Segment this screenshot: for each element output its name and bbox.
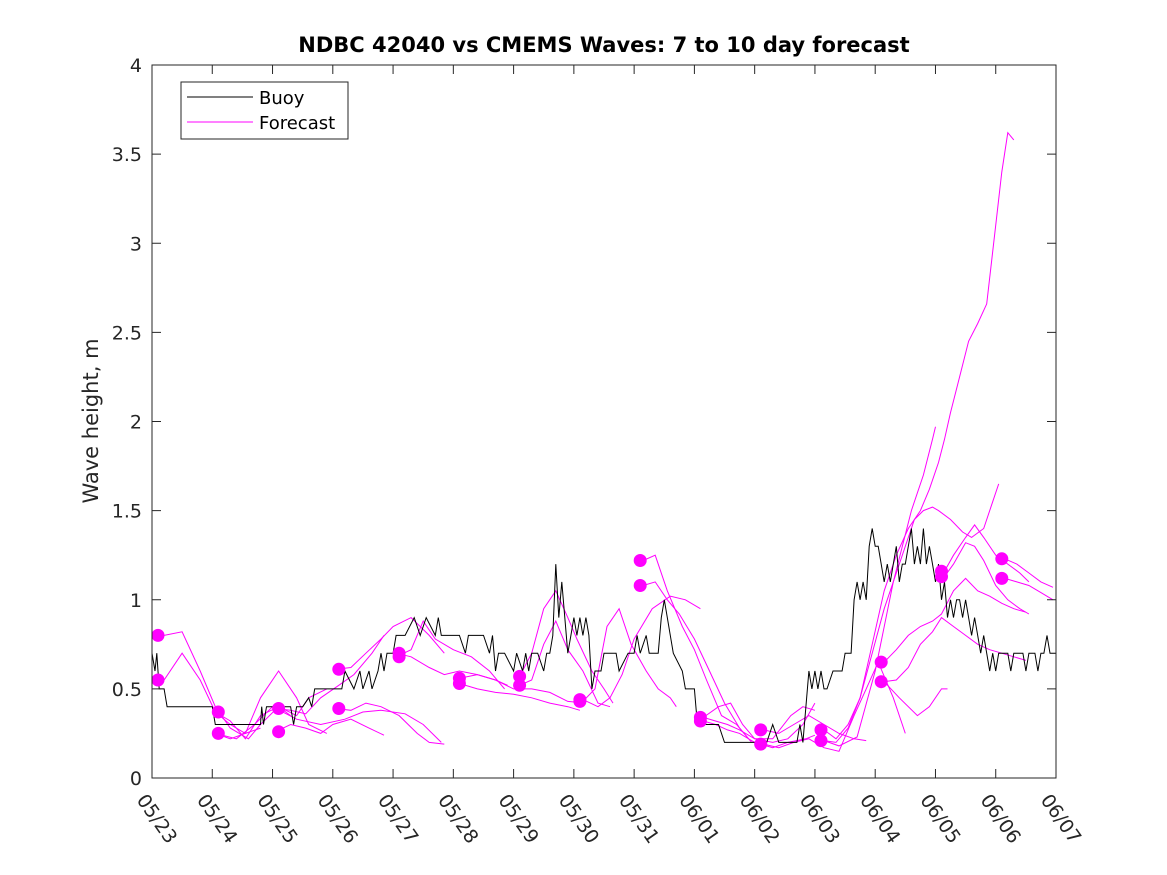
forecast-line-14 xyxy=(519,589,614,704)
legend-forecast-label: Forecast xyxy=(259,113,335,134)
plot-area xyxy=(152,65,1056,778)
forecast-line-32 xyxy=(823,426,936,747)
forecast-marker-22 xyxy=(754,737,768,751)
forecast-line-1 xyxy=(152,652,261,734)
marker-layer xyxy=(151,552,1009,751)
forecast-line-27 xyxy=(944,524,1030,583)
forecast-marker-7 xyxy=(332,662,346,676)
forecast-marker-6 xyxy=(272,725,286,739)
forecast-line-31 xyxy=(883,681,948,717)
forecast-marker-4 xyxy=(211,726,225,740)
forecast-line-24 xyxy=(823,131,1015,743)
y-tick-label: 0.5 xyxy=(112,679,142,701)
forecast-line-34 xyxy=(703,702,816,740)
forecast-marker-25 xyxy=(874,655,888,669)
forecast-line-30 xyxy=(1004,577,1054,601)
y-tick-label: 1 xyxy=(130,590,142,612)
forecast-marker-23 xyxy=(814,723,828,737)
series-layer xyxy=(152,131,1056,752)
forecast-line-25 xyxy=(883,577,1027,663)
y-tick-label: 2.5 xyxy=(112,322,142,344)
forecast-marker-3 xyxy=(211,705,225,719)
forecast-line-18 xyxy=(643,581,753,743)
forecast-marker-5 xyxy=(272,702,286,715)
forecast-line-6 xyxy=(275,635,385,715)
forecast-marker-20 xyxy=(693,714,707,728)
forecast-line-22 xyxy=(763,660,906,752)
forecast-marker-30 xyxy=(995,571,1009,585)
forecast-marker-26 xyxy=(874,675,888,689)
forecast-line-16 xyxy=(582,607,677,707)
y-tick-label: 0 xyxy=(130,768,142,790)
forecast-marker-28 xyxy=(935,570,948,584)
forecast-line-8 xyxy=(335,616,445,670)
y-tick-label: 3.5 xyxy=(112,144,142,166)
chart-title: NDBC 42040 vs CMEMS Waves: 7 to 10 day f… xyxy=(298,33,909,57)
y-tick-label: 4 xyxy=(130,55,142,77)
legend-buoy-label: Buoy xyxy=(259,88,305,109)
forecast-marker-29 xyxy=(995,552,1009,566)
forecast-marker-18 xyxy=(633,579,647,592)
forecast-marker-1 xyxy=(151,628,165,642)
y-tick-label: 2 xyxy=(130,412,142,434)
forecast-marker-14 xyxy=(513,678,527,692)
forecast-marker-2 xyxy=(151,673,165,687)
forecast-line-5 xyxy=(275,718,385,736)
forecast-line-33 xyxy=(215,706,442,743)
forecast-line-21 xyxy=(763,715,867,742)
legend: Buoy Forecast xyxy=(180,81,349,140)
forecast-marker-24 xyxy=(814,734,828,748)
forecast-line-13 xyxy=(519,619,611,708)
forecast-line-11 xyxy=(459,683,581,711)
y-axis-label: Wave height, m xyxy=(79,338,103,503)
forecast-line-2 xyxy=(152,631,291,740)
forecast-line-28 xyxy=(944,542,1030,615)
forecast-line-29 xyxy=(1004,558,1054,588)
forecast-marker-16 xyxy=(573,694,587,708)
forecast-line-17 xyxy=(642,554,749,740)
forecast-marker-13 xyxy=(513,669,527,683)
forecast-marker-17 xyxy=(633,554,647,567)
forecast-line-15 xyxy=(582,595,701,708)
forecast-marker-8 xyxy=(332,702,346,715)
legend-box xyxy=(180,81,349,140)
y-tick-label: 1.5 xyxy=(112,501,142,523)
y-tick-label: 3 xyxy=(130,233,142,255)
forecast-marker-21 xyxy=(754,723,768,737)
forecast-marker-10 xyxy=(392,650,406,664)
forecast-marker-12 xyxy=(452,677,466,690)
forecast-line-10 xyxy=(395,620,505,690)
